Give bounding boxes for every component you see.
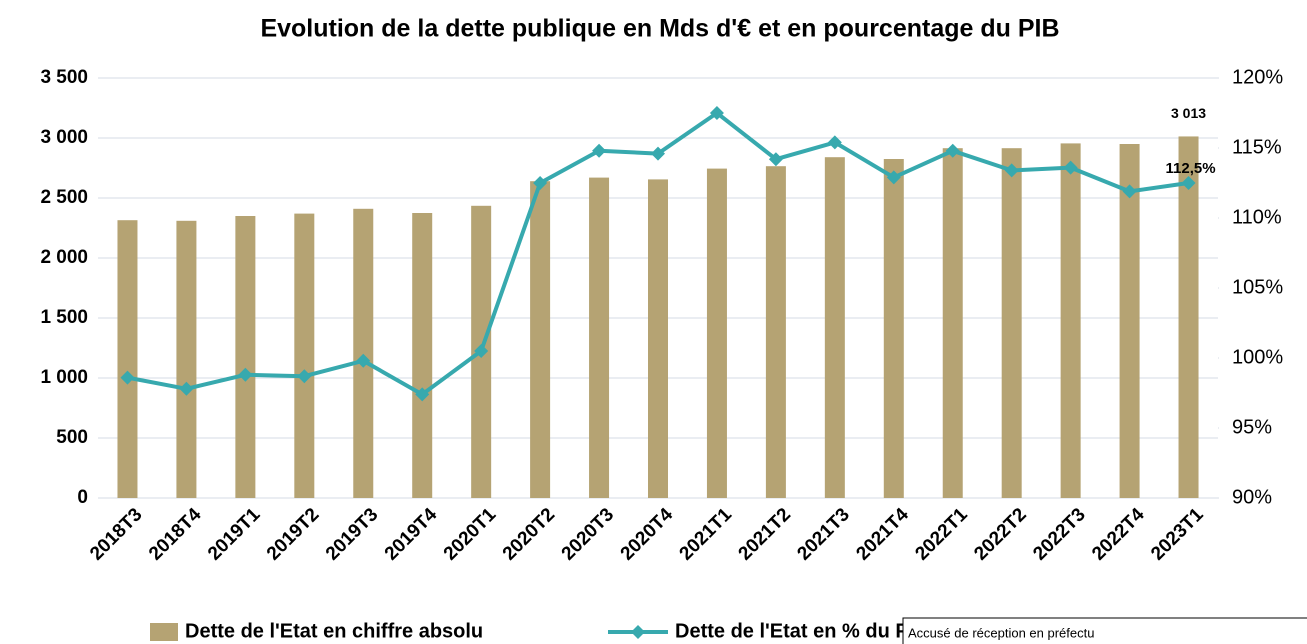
bar — [235, 216, 256, 498]
x-tick-label: 2023T1 — [1147, 504, 1208, 565]
x-tick-label: 2020T4 — [617, 504, 678, 565]
x-tick-label: 2020T1 — [440, 504, 501, 565]
line-marker — [827, 135, 842, 150]
x-tick-label: 2021T3 — [793, 504, 853, 564]
bar — [1060, 143, 1081, 498]
y-tick-label: 3 500 — [40, 67, 88, 88]
x-tick-label: 2022T2 — [970, 504, 1030, 564]
line-marker — [709, 106, 724, 120]
bar — [1119, 144, 1140, 498]
x-tick-label: 2022T4 — [1088, 504, 1149, 565]
stamp-box — [902, 617, 1307, 644]
line-marker — [356, 353, 371, 368]
y2-tick-label: 115% — [1232, 136, 1282, 158]
y2-tick-label: 100% — [1232, 346, 1283, 368]
y2-tick-label: 120% — [1232, 66, 1283, 88]
y-tick-label: 500 — [56, 427, 88, 448]
y2-tick-label: 110% — [1232, 206, 1282, 228]
line-marker — [1063, 160, 1078, 175]
y2-tick-label: 105% — [1232, 276, 1283, 298]
line-marker — [768, 152, 783, 167]
line-marker — [120, 370, 135, 385]
line-marker — [179, 381, 194, 396]
x-tick-label: 2018T3 — [86, 504, 146, 564]
x-tick-label: 2019T3 — [322, 504, 382, 564]
bar — [176, 220, 197, 499]
x-tick-label: 2020T2 — [499, 504, 559, 564]
line-marker — [415, 387, 430, 402]
line-value-label: 112,5% — [1166, 160, 1216, 177]
bar — [353, 208, 374, 499]
bar — [648, 179, 668, 498]
legend-marker — [631, 625, 645, 639]
y2-tick-label: 90% — [1232, 486, 1272, 508]
y-tick-label: 1 500 — [40, 307, 88, 328]
bar — [883, 159, 904, 498]
bar — [294, 213, 315, 498]
line-marker — [533, 176, 548, 190]
bar — [942, 148, 963, 498]
x-tick-label: 2019T4 — [381, 504, 442, 565]
line-marker — [238, 367, 253, 382]
stamp: Accusé de réception en préfectu — [908, 625, 1094, 640]
x-tick-label: 2021T1 — [676, 504, 737, 565]
x-tick-label: 2022T3 — [1029, 504, 1089, 564]
line-marker — [592, 143, 607, 158]
bar — [765, 166, 786, 498]
x-tick-label: 2021T2 — [735, 504, 795, 564]
y-tick-label: 3 000 — [40, 127, 88, 148]
legend-swatch — [150, 623, 178, 641]
bar — [824, 157, 845, 498]
line-marker — [1181, 176, 1196, 190]
y-tick-label: 2 500 — [40, 187, 88, 208]
bar — [706, 168, 727, 498]
x-tick-label: 2018T4 — [145, 504, 206, 565]
y2-tick-label: 95% — [1232, 416, 1272, 438]
y-tick-label: 1 000 — [40, 367, 88, 388]
bar — [117, 220, 138, 498]
x-tick-label: 2021T4 — [852, 504, 913, 565]
line-marker — [1122, 184, 1137, 199]
line-marker — [1004, 163, 1019, 178]
bar — [412, 213, 433, 498]
bar — [589, 177, 610, 498]
legend-label: Dette de l'Etat en chiffre absolu — [185, 620, 483, 642]
bar — [1178, 136, 1199, 498]
x-tick-label: 2022T1 — [911, 504, 972, 565]
chart-title: Evolution de la dette publique en Mds d'… — [260, 15, 1059, 43]
x-tick-label: 2019T2 — [263, 504, 323, 564]
y-tick-label: 2 000 — [40, 247, 88, 268]
line-marker — [297, 369, 312, 384]
line-marker — [651, 146, 665, 161]
bar-value-label: 3 013 — [1171, 105, 1206, 121]
line-marker — [886, 170, 901, 185]
x-tick-label: 2020T3 — [558, 504, 618, 564]
line-marker — [474, 344, 489, 358]
bar — [530, 181, 551, 498]
line-marker — [945, 143, 960, 158]
x-tick-label: 2019T1 — [204, 504, 265, 565]
y-tick-label: 0 — [77, 487, 88, 508]
bar — [1001, 148, 1022, 498]
